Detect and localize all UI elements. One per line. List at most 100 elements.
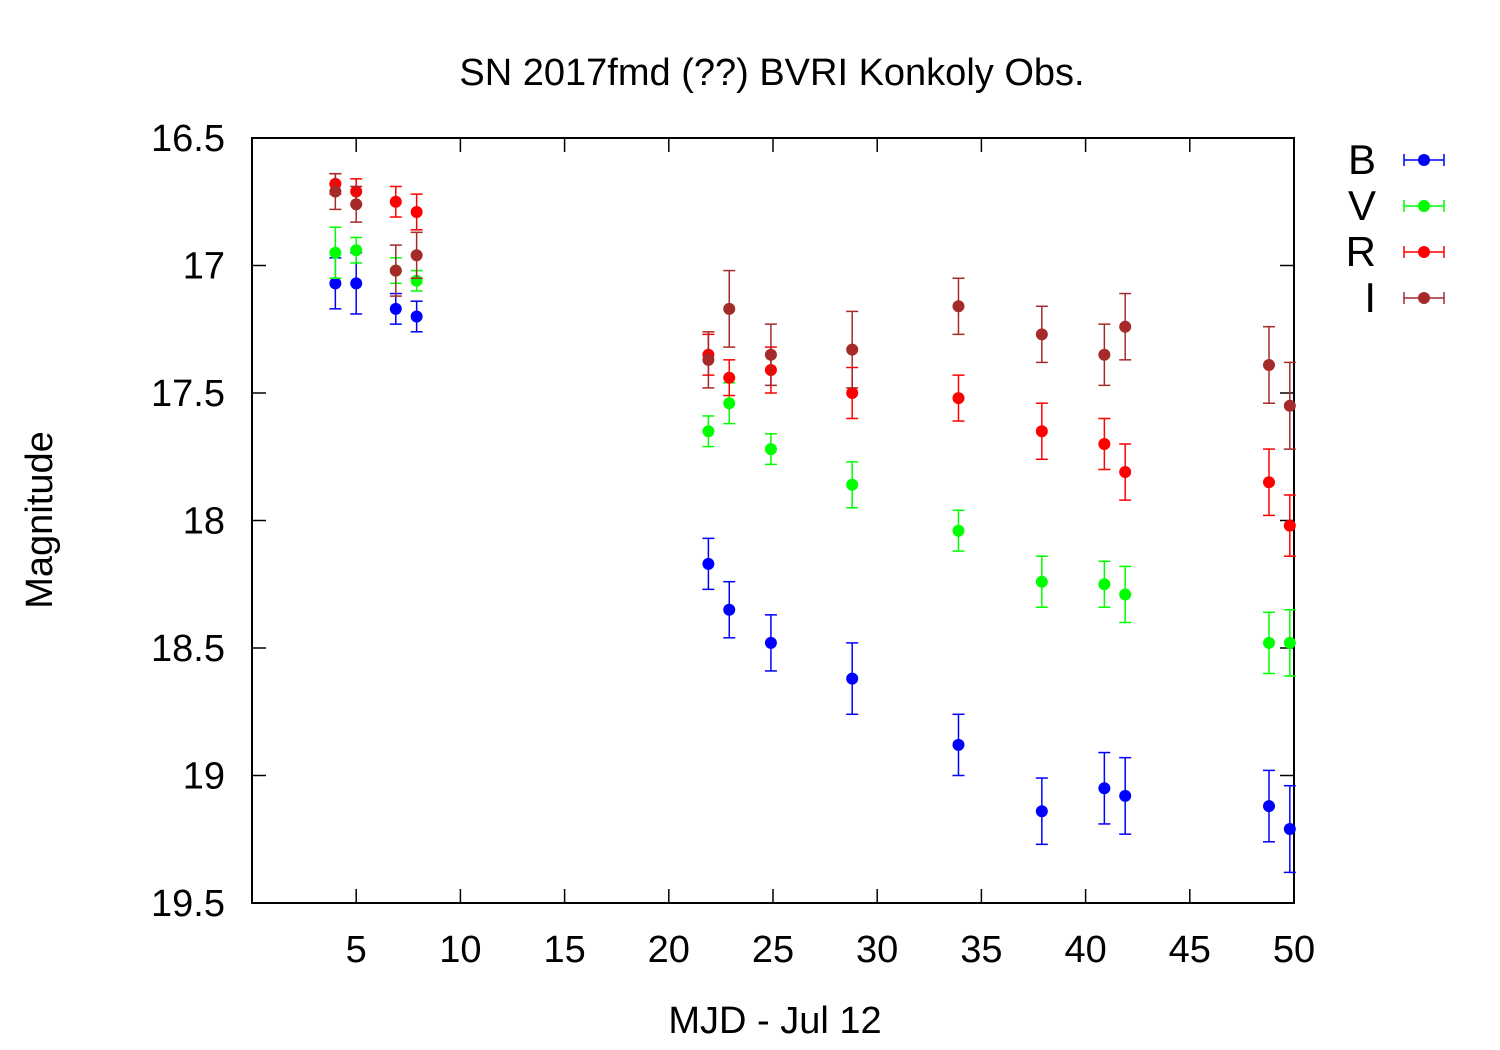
point-marker [350, 277, 363, 290]
point-marker [1119, 466, 1132, 479]
point-marker [1119, 320, 1132, 333]
y-tick-label: 19.5 [151, 883, 225, 925]
point-marker [350, 244, 363, 257]
x-axis-label: MJD - Jul 12 [668, 1000, 881, 1042]
series-I [329, 172, 1296, 450]
point-marker [952, 524, 965, 537]
plot-frame [251, 137, 1295, 904]
legend-label: R [1346, 228, 1376, 275]
point-marker [952, 300, 965, 313]
data-point [702, 537, 715, 591]
point-marker [410, 249, 423, 262]
data-point [1283, 494, 1296, 557]
point-marker [846, 343, 859, 356]
point-marker [1119, 789, 1132, 802]
data-point [1262, 769, 1275, 843]
x-tick-label: 35 [960, 929, 1002, 971]
data-point [1283, 784, 1296, 874]
data-point [1283, 609, 1296, 677]
x-tick-label: 45 [1169, 929, 1211, 971]
data-point [846, 310, 859, 389]
data-point [702, 331, 715, 389]
legend-label: I [1364, 274, 1376, 321]
data-point [1283, 361, 1296, 450]
series-B [329, 252, 1296, 874]
data-point [764, 614, 777, 672]
data-point [1098, 751, 1111, 825]
point-marker [1262, 800, 1275, 813]
data-marks [329, 172, 1296, 874]
y-tick-label: 18.5 [151, 628, 225, 670]
data-point [1035, 305, 1048, 364]
legend-item-V: V [1348, 182, 1445, 229]
data-point [389, 244, 402, 297]
legend-item-R: R [1346, 228, 1445, 275]
x-tick-label: 40 [1064, 929, 1106, 971]
point-marker [723, 397, 736, 410]
data-point [702, 415, 715, 448]
data-point [410, 231, 423, 279]
data-point [1035, 777, 1048, 846]
point-marker [1098, 348, 1111, 361]
point-marker [952, 392, 965, 405]
point-marker [764, 636, 777, 649]
data-point [723, 580, 736, 639]
y-tick-label: 19 [183, 756, 225, 798]
data-point [1098, 560, 1111, 608]
data-point [1262, 611, 1275, 675]
point-marker [764, 443, 777, 456]
data-point [952, 374, 965, 422]
legend-label: B [1348, 136, 1376, 183]
legend-item-B: B [1348, 136, 1445, 183]
x-tick-label: 30 [856, 929, 898, 971]
point-marker [1283, 823, 1296, 836]
point-marker [1283, 636, 1296, 649]
point-marker [1035, 425, 1048, 438]
point-marker [1098, 438, 1111, 450]
point-marker [1035, 575, 1048, 588]
point-marker [389, 302, 402, 315]
x-tick-label: 5 [346, 929, 367, 971]
data-point [723, 359, 736, 397]
data-point [1098, 417, 1111, 471]
point-marker [1035, 328, 1048, 341]
point-marker [410, 310, 423, 323]
data-point [1119, 443, 1132, 501]
axis-ticks: 5 10 15 20 25 30 35 40 45 50 16.5 17 17.5 18 18.5 19 19.… [151, 118, 1315, 971]
data-point [1035, 402, 1048, 461]
plot-area-border [251, 137, 1295, 904]
point-marker [723, 302, 736, 315]
point-marker [329, 185, 342, 198]
y-tick-label: 16.5 [151, 118, 225, 160]
data-point [1119, 292, 1132, 361]
point-marker [702, 425, 715, 438]
data-point [764, 433, 777, 466]
legend-marker [1418, 292, 1430, 304]
point-marker [329, 277, 342, 290]
data-point [410, 300, 423, 333]
legend: BVRI [1346, 136, 1445, 321]
data-point [329, 172, 342, 211]
point-marker [1283, 519, 1296, 532]
legend-marker [1418, 246, 1430, 258]
data-point [410, 193, 423, 231]
data-point [329, 226, 342, 279]
series-R [329, 172, 1296, 557]
data-point [329, 257, 342, 310]
point-marker [1098, 578, 1111, 591]
y-tick-label: 18 [183, 501, 225, 543]
data-point [1262, 448, 1275, 517]
chart-title: SN 2017fmd (??) BVRI Konkoly Obs. [459, 52, 1084, 94]
point-marker [952, 738, 965, 751]
point-marker [723, 603, 736, 616]
point-marker [846, 672, 859, 685]
x-tick-label: 10 [439, 929, 481, 971]
data-point [764, 323, 777, 387]
x-tick-label: 20 [648, 929, 690, 971]
legend-item-I: I [1364, 274, 1445, 321]
y-axis-label: Magnitude [19, 431, 61, 608]
point-marker [1119, 588, 1132, 601]
point-marker [389, 264, 402, 277]
point-marker [764, 348, 777, 361]
legend-marker [1418, 154, 1430, 166]
